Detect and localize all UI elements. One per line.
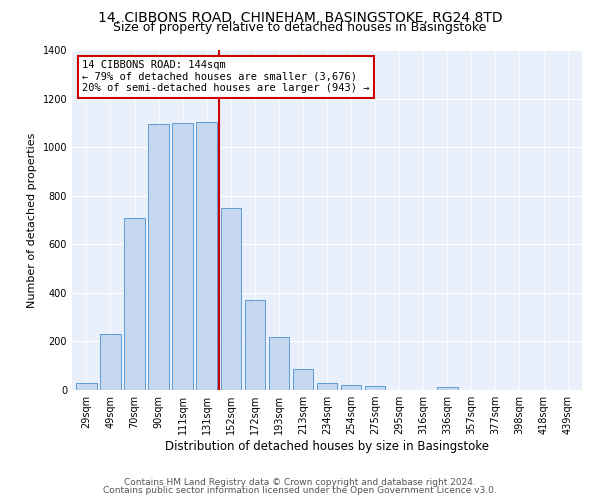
Text: Contains HM Land Registry data © Crown copyright and database right 2024.: Contains HM Land Registry data © Crown c… xyxy=(124,478,476,487)
Bar xyxy=(100,334,121,390)
Bar xyxy=(221,208,241,390)
Bar xyxy=(365,386,385,390)
Bar xyxy=(148,124,169,390)
Text: Size of property relative to detached houses in Basingstoke: Size of property relative to detached ho… xyxy=(113,22,487,35)
Bar xyxy=(245,300,265,390)
Bar xyxy=(437,387,458,390)
Y-axis label: Number of detached properties: Number of detached properties xyxy=(27,132,37,308)
Bar xyxy=(196,122,217,390)
Bar xyxy=(317,382,337,390)
Bar xyxy=(293,370,313,390)
Bar xyxy=(124,218,145,390)
Bar xyxy=(269,336,289,390)
X-axis label: Distribution of detached houses by size in Basingstoke: Distribution of detached houses by size … xyxy=(165,440,489,453)
Bar xyxy=(172,123,193,390)
Text: 14, CIBBONS ROAD, CHINEHAM, BASINGSTOKE, RG24 8TD: 14, CIBBONS ROAD, CHINEHAM, BASINGSTOKE,… xyxy=(98,11,502,25)
Text: Contains public sector information licensed under the Open Government Licence v3: Contains public sector information licen… xyxy=(103,486,497,495)
Bar xyxy=(341,385,361,390)
Text: 14 CIBBONS ROAD: 144sqm
← 79% of detached houses are smaller (3,676)
20% of semi: 14 CIBBONS ROAD: 144sqm ← 79% of detache… xyxy=(82,60,370,94)
Bar xyxy=(76,382,97,390)
